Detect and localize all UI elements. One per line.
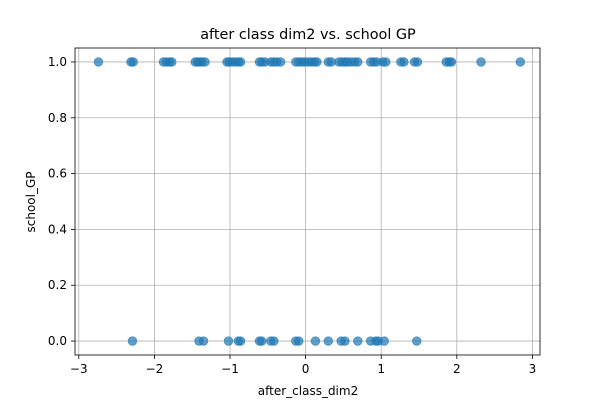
x-tick-label: −3 — [70, 362, 88, 376]
data-point — [476, 57, 486, 67]
y-tick-label: 0.2 — [48, 278, 67, 292]
data-point — [269, 336, 279, 346]
grid — [75, 48, 540, 355]
data-point — [353, 57, 363, 67]
x-tick-label: −1 — [221, 362, 239, 376]
x-tick-label: 0 — [302, 362, 310, 376]
y-tick-label: 0.6 — [48, 167, 67, 181]
data-point — [294, 336, 304, 346]
y-tick-label: 0.0 — [48, 334, 67, 348]
data-point — [412, 57, 423, 67]
data-point — [127, 336, 138, 346]
axis-ticks: −3 −2 −1 0 1 2 3 0.0 0.2 0.4 0.6 0.8 1.0 — [48, 55, 536, 376]
data-point — [515, 57, 526, 67]
x-tick-label: −2 — [146, 362, 164, 376]
data-point — [235, 336, 246, 346]
axes-frame — [74, 47, 541, 356]
x-tick-label: 1 — [377, 362, 385, 376]
data-point — [399, 57, 409, 67]
data-point — [235, 57, 246, 67]
data-point — [312, 57, 322, 67]
y-tick-label: 0.4 — [48, 222, 67, 236]
y-tick-label: 0.8 — [48, 111, 67, 125]
y-axis-label: school_GP — [24, 171, 38, 232]
data-point — [167, 57, 177, 67]
x-tick-label: 2 — [453, 362, 461, 376]
data-point — [381, 57, 391, 67]
data-point — [257, 336, 267, 346]
data-point — [310, 336, 321, 346]
data-point — [379, 336, 389, 346]
x-tick-label: 3 — [529, 362, 537, 376]
data-point — [446, 57, 457, 67]
data-point — [128, 57, 138, 67]
data-point — [223, 336, 234, 346]
data-point — [198, 336, 209, 346]
data-point — [275, 57, 286, 67]
x-axis-label: after_class_dim2 — [258, 384, 358, 398]
data-point — [323, 336, 333, 346]
data-point — [353, 336, 363, 346]
data-point — [200, 57, 210, 67]
data-point — [340, 336, 350, 346]
chart-title: after class dim2 vs. school GP — [200, 27, 416, 43]
y-tick-label: 1.0 — [48, 55, 67, 69]
data-point — [412, 336, 422, 346]
data-point — [93, 57, 104, 67]
data-points — [93, 57, 526, 346]
